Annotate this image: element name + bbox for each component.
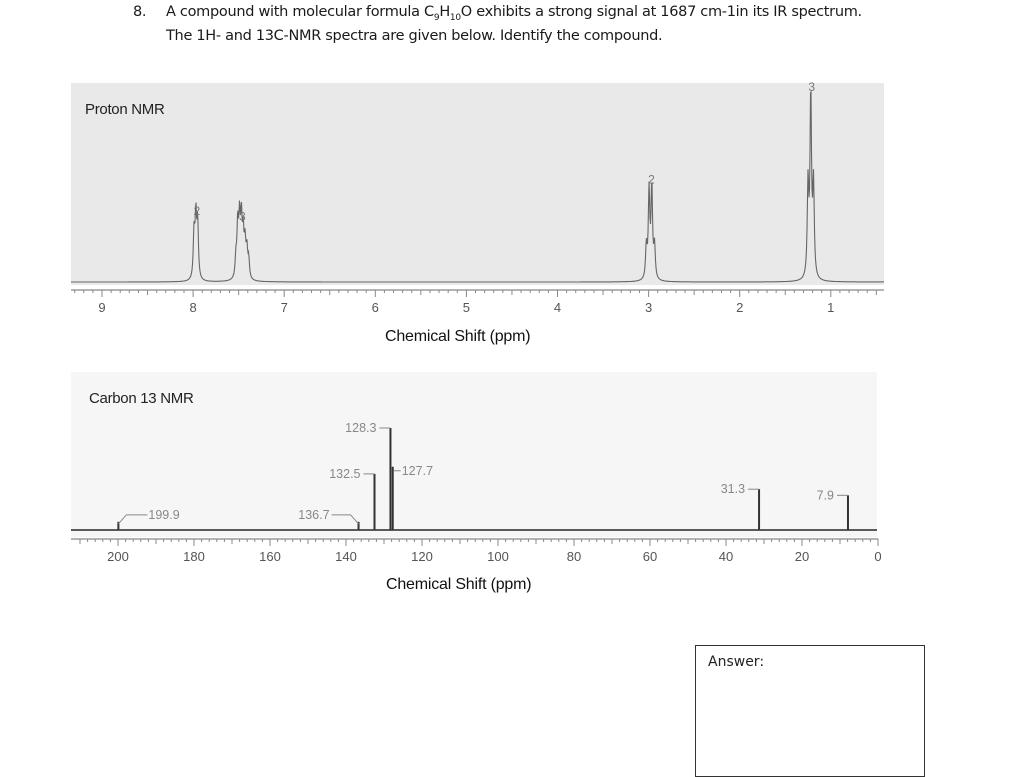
svg-text:80: 80 [567, 549, 581, 564]
proton-chart-title: Proton NMR [85, 101, 165, 118]
svg-text:3: 3 [645, 300, 652, 315]
answer-label: Answer: [708, 654, 765, 670]
svg-text:2: 2 [193, 204, 200, 218]
svg-text:136.7: 136.7 [298, 508, 329, 522]
answer-box[interactable]: Answer: [695, 645, 925, 777]
proton-nmr-chart: Proton NMR 9 8 7 6 5 4 3 2 1 2 3 2 3 Chemical Shift … [71, 80, 884, 353]
svg-text:2: 2 [736, 300, 743, 315]
svg-text:199.9: 199.9 [148, 508, 179, 522]
svg-text:31.3: 31.3 [721, 482, 745, 496]
svg-text:128.3: 128.3 [345, 421, 376, 435]
question-line-2: The 1H- and 13C-NMR spectra are given be… [166, 28, 663, 44]
proton-plot-area [71, 83, 884, 285]
carbon-x-axis-label: Chemical Shift (ppm) [386, 576, 532, 593]
svg-text:5: 5 [463, 300, 470, 315]
svg-text:2: 2 [648, 173, 655, 187]
svg-text:1: 1 [827, 300, 834, 315]
svg-text:3: 3 [808, 80, 815, 94]
carbon-plot-area [71, 372, 877, 537]
svg-text:8: 8 [189, 300, 196, 315]
proton-spectrum: 9 8 7 6 5 4 3 2 1 2 3 2 3 [71, 80, 884, 315]
svg-text:7.9: 7.9 [817, 488, 834, 502]
question-number: 8. [133, 4, 147, 20]
svg-text:200: 200 [107, 549, 129, 564]
svg-text:40: 40 [719, 549, 733, 564]
proton-x-axis-label: Chemical Shift (ppm) [385, 328, 531, 345]
question-line-1: A compound with molecular formula C9H10O… [166, 4, 862, 23]
svg-text:7: 7 [281, 300, 288, 315]
svg-text:132.5: 132.5 [329, 467, 360, 481]
svg-text:20: 20 [795, 549, 809, 564]
svg-text:0: 0 [874, 549, 881, 564]
svg-text:180: 180 [183, 549, 205, 564]
svg-text:120: 120 [411, 549, 433, 564]
svg-text:160: 160 [259, 549, 281, 564]
svg-text:9: 9 [98, 300, 105, 315]
svg-text:3: 3 [239, 210, 246, 224]
svg-text:127.7: 127.7 [402, 464, 433, 478]
svg-text:4: 4 [554, 300, 561, 315]
carbon-nmr-chart: Carbon 13 NMR 200 180 160 140 120 100 80 60 40 20… [71, 372, 882, 602]
svg-text:60: 60 [643, 549, 657, 564]
svg-text:140: 140 [335, 549, 357, 564]
svg-text:100: 100 [487, 549, 509, 564]
svg-text:6: 6 [372, 300, 379, 315]
carbon-chart-title: Carbon 13 NMR [89, 390, 194, 407]
